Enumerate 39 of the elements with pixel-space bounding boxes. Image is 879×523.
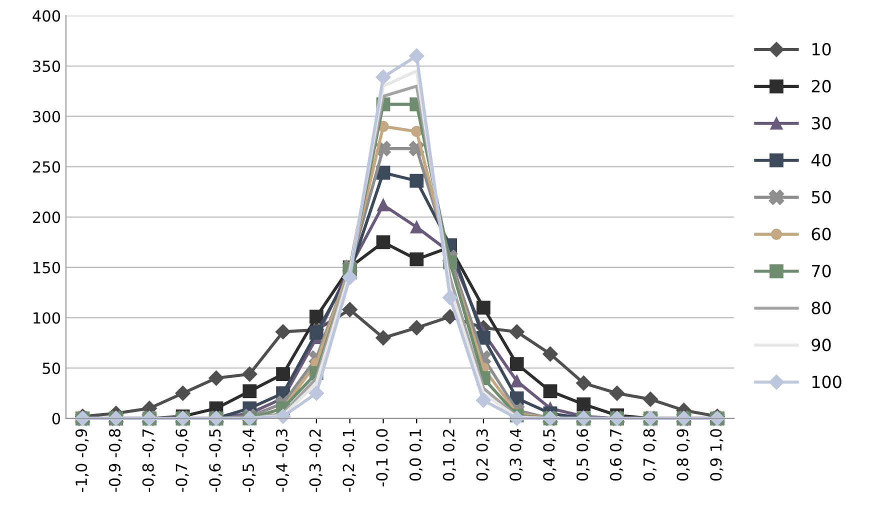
legend-label: 20 — [812, 80, 831, 93]
x-tick-label: 0,1 0,2 — [442, 430, 456, 481]
x-tick-label: 0,0 0,1 — [410, 430, 423, 481]
legend-label: 90 — [812, 338, 831, 352]
y-tick-label: 300 — [33, 110, 60, 122]
x-tick-label: -0,9 -0,8 — [108, 429, 122, 492]
y-tick-label: 50 — [42, 362, 60, 374]
x-tick-label: -0,2 -0,1 — [342, 430, 356, 492]
x-tick-label: -0,5 -0,4 — [242, 428, 256, 492]
x-tick-label: -0,6 -0,5 — [209, 429, 222, 492]
x-tick-label: 0,7 0,8 — [643, 429, 656, 481]
legend-label: 30 — [812, 116, 831, 130]
y-tick-label: 350 — [33, 60, 60, 72]
y-tick-label: 250 — [33, 161, 60, 173]
y-tick-label: 100 — [34, 312, 60, 324]
legend-label: 70 — [812, 264, 831, 278]
y-tick-label: 150 — [34, 262, 60, 274]
legend-label: 50 — [812, 190, 831, 204]
x-tick-label: 0,6 0,7 — [610, 429, 624, 481]
x-tick-label: -0,3 -0,2 — [309, 430, 322, 492]
legend-label: 80 — [812, 302, 831, 314]
x-tick-label: -0,7 -0,6 — [176, 429, 189, 492]
x-tick-label: -1,0 -0,9 — [76, 429, 89, 492]
x-tick-label: 0,3 0,4 — [510, 428, 523, 481]
x-tick-label: 0,9 1,0 — [710, 429, 724, 481]
x-tick-label: 0,5 0,6 — [576, 429, 590, 481]
y-tick-label: 400 — [32, 10, 60, 22]
legend-label: 40 — [811, 154, 831, 166]
x-tick-label: -0,8 -0,7 — [142, 429, 156, 492]
legend-label: 100 — [812, 376, 842, 388]
x-tick-label: -0,1 0,0 — [376, 429, 390, 486]
legend-label: 60 — [812, 228, 831, 240]
x-tick-label: 0,8 0,9 — [676, 429, 690, 481]
x-tick-label: 0,4 0,5 — [543, 429, 556, 481]
legend-label: 10 — [812, 42, 831, 56]
x-tick-label: -0,4 -0,3 — [276, 429, 290, 492]
y-tick-label: 200 — [33, 212, 60, 224]
x-tick-label: 0,2 0,3 — [476, 429, 490, 481]
y-tick-label: 0 — [52, 412, 60, 424]
